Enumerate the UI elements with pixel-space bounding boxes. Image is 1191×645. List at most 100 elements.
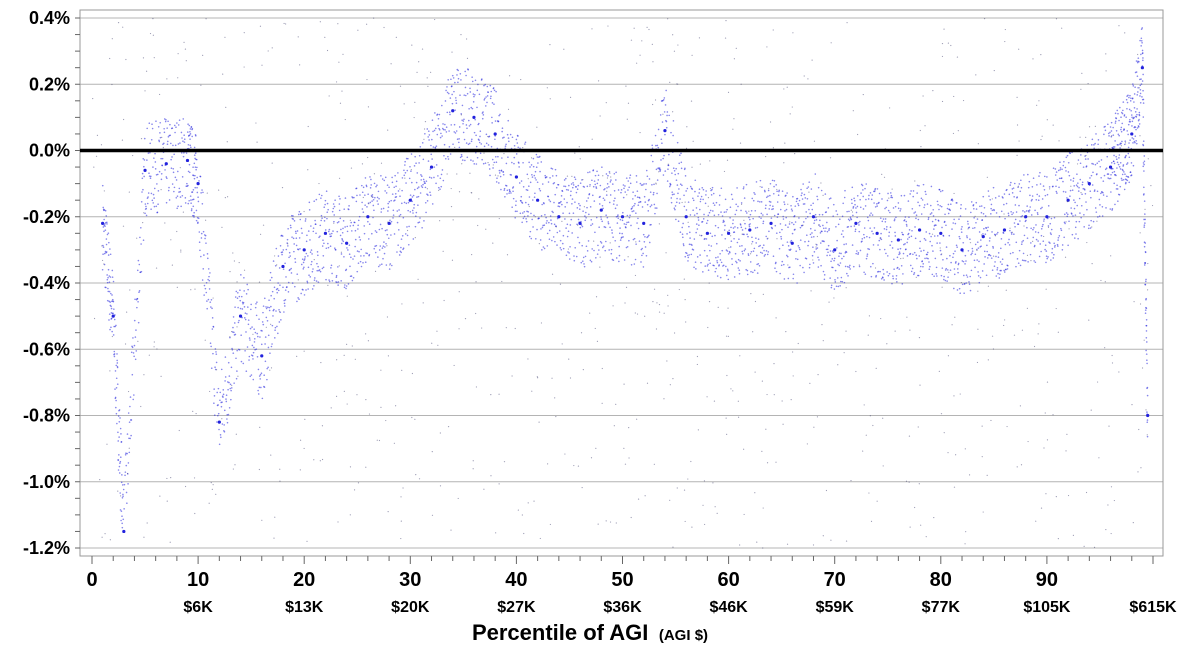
data-point [798,246,801,249]
data-point [125,491,128,494]
data-point [488,168,491,170]
data-point [797,202,799,205]
data-point [962,250,964,253]
data-point [416,172,419,174]
data-point [416,196,418,198]
data-point [839,218,841,221]
data-point [468,125,471,127]
data-point [369,176,371,178]
data-point [809,263,811,266]
data-point [942,235,945,237]
data-point [195,209,198,212]
data-point [229,383,232,386]
y-tick-label: 0.2% [29,74,70,94]
data-point [360,184,363,187]
data-point [334,249,337,251]
data-point [675,201,678,204]
data-point [349,265,351,268]
data-point [297,36,299,38]
data-point [115,412,118,415]
data-point [862,189,864,191]
data-point [396,221,399,224]
data-point [864,187,866,190]
data-point [1139,135,1141,137]
data-point [739,355,741,357]
data-point [939,231,943,235]
data-point [148,175,151,177]
data-point [968,226,971,229]
data-point [294,285,296,288]
data-point [686,233,688,235]
data-point [831,258,834,260]
data-point [602,207,604,210]
data-point [813,426,815,428]
data-point [328,280,331,283]
x-tick-label: 60 [717,569,739,591]
data-point [989,198,992,201]
data-point [285,248,288,251]
data-point [783,88,785,90]
data-point [232,352,235,354]
data-point [589,206,592,208]
data-point [1136,127,1139,129]
data-point [277,332,279,335]
data-point [842,255,845,258]
data-point [485,133,488,136]
data-point [708,244,710,246]
data-point [319,270,322,273]
data-point [376,200,379,202]
data-point [102,244,104,247]
data-point [149,142,152,145]
data-point [759,244,761,247]
data-point [571,202,573,205]
data-point [191,127,194,130]
data-point [411,209,414,212]
data-point [109,301,111,303]
data-point [1141,367,1144,369]
data-point [929,240,931,243]
data-point [727,270,729,272]
data-point [413,203,416,206]
data-point [771,227,774,230]
data-point [285,276,287,278]
data-point [906,255,909,257]
data-point [378,197,380,200]
data-point [517,509,519,511]
data-point [918,185,920,187]
data-point [518,166,520,168]
data-point [173,153,175,156]
data-point [867,334,869,336]
data-point [197,217,200,220]
data-point [494,120,497,122]
data-point [747,254,750,257]
data-point [274,516,276,518]
data-point [1146,362,1148,365]
data-point [1033,260,1035,262]
data-point [305,240,308,243]
data-point [1142,59,1144,62]
data-point [358,236,361,238]
data-point [846,22,848,24]
data-point [224,380,226,382]
data-point [875,274,878,277]
data-point [513,156,516,159]
data-point [607,222,610,225]
data-point [852,265,855,268]
data-point [253,346,255,349]
data-point [196,186,198,189]
data-point [721,234,723,236]
data-point [328,279,330,281]
data-point [495,161,498,164]
data-point [103,190,105,192]
data-point [795,250,798,253]
data-point [118,436,120,438]
data-point [167,135,170,138]
data-point [497,175,499,177]
data-point [1022,210,1024,212]
data-point [278,321,281,323]
data-point [466,57,469,59]
data-point [719,194,721,197]
data-point [830,284,833,287]
data-point [600,218,603,220]
data-point [362,196,364,199]
